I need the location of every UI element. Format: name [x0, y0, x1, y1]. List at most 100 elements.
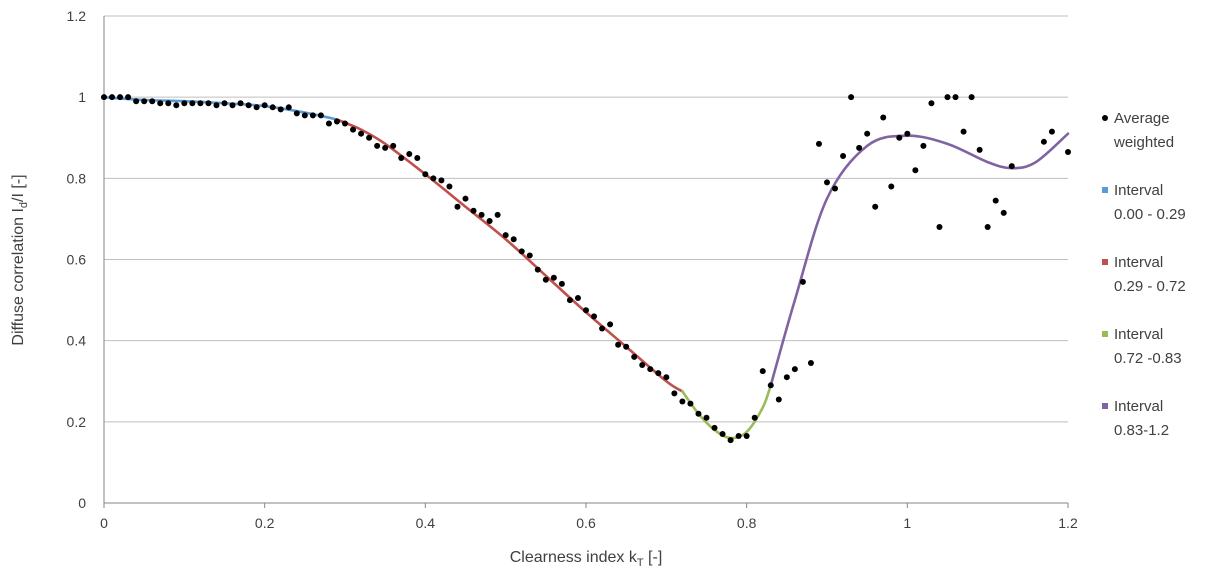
- data-point: [695, 410, 702, 417]
- data-point: [197, 100, 204, 107]
- data-point: [799, 278, 806, 285]
- data-point: [462, 195, 469, 202]
- data-point: [687, 400, 694, 407]
- data-point: [1008, 163, 1015, 170]
- data-point: [446, 183, 453, 190]
- data-point: [205, 100, 212, 107]
- x-tick-label: 0.6: [576, 515, 596, 531]
- data-point: [984, 224, 991, 231]
- y-tick-label: 0.6: [67, 252, 87, 268]
- data-point: [518, 248, 525, 255]
- data-point: [470, 207, 477, 214]
- data-point: [807, 359, 814, 366]
- data-point: [550, 274, 557, 281]
- data-point: [1048, 128, 1055, 135]
- legend-label: weighted: [1113, 134, 1174, 151]
- legend-label: 0.29 - 0.72: [1114, 278, 1186, 295]
- x-tick-label: 0.4: [416, 515, 436, 531]
- data-point: [430, 175, 437, 182]
- data-point: [928, 100, 935, 107]
- data-point: [735, 433, 742, 440]
- data-point: [759, 368, 766, 375]
- data-point: [526, 252, 533, 259]
- axes: [103, 16, 1069, 508]
- data-point: [342, 120, 348, 127]
- data-points: [101, 94, 1071, 444]
- data-point: [478, 211, 485, 218]
- data-point: [398, 155, 405, 162]
- data-point: [615, 341, 622, 348]
- x-tick-label: 0.2: [255, 515, 275, 531]
- data-point: [149, 98, 156, 105]
- x-tick-label: 1.2: [1058, 515, 1078, 531]
- data-point: [109, 94, 116, 101]
- data-point: [454, 203, 461, 210]
- data-point: [944, 94, 951, 101]
- data-point: [382, 144, 389, 151]
- x-tick-labels: 0 0.2 0.4 0.6 0.8 1 1.2: [100, 515, 1078, 531]
- data-point: [655, 370, 662, 377]
- data-point: [293, 110, 300, 117]
- fit-line-4: [769, 132, 1070, 387]
- data-point: [237, 100, 244, 107]
- data-point: [607, 321, 614, 328]
- x-axis-title: Clearness index kT [-]: [510, 549, 663, 569]
- y-axis-title: Diffuse correlation Id/I [-]: [10, 174, 30, 345]
- fit-line-3: [681, 384, 773, 440]
- data-point: [1040, 138, 1047, 145]
- data-point: [880, 114, 887, 121]
- data-point: [960, 128, 967, 135]
- data-point: [992, 197, 999, 204]
- legend-label: 0.83-1.2: [1114, 422, 1169, 439]
- data-point: [639, 362, 646, 369]
- data-point: [848, 94, 855, 101]
- data-point: [494, 211, 501, 218]
- data-point: [976, 146, 983, 153]
- data-point: [141, 98, 148, 105]
- data-point: [904, 130, 911, 137]
- data-point: [510, 236, 517, 243]
- y-tick-label: 0.8: [67, 170, 87, 186]
- data-point: [277, 106, 284, 113]
- data-point: [390, 142, 397, 149]
- data-point: [952, 94, 959, 101]
- legend-label: 0.00 - 0.29: [1114, 206, 1186, 223]
- data-point: [767, 382, 774, 389]
- data-point: [502, 232, 509, 239]
- data-point: [968, 94, 975, 101]
- data-point: [317, 112, 324, 119]
- data-point: [663, 374, 670, 381]
- data-point: [269, 104, 276, 111]
- data-point: [743, 433, 750, 440]
- legend-label: 0.72 -0.83: [1114, 350, 1182, 367]
- data-point: [366, 134, 373, 141]
- legend-marker: [1102, 331, 1108, 337]
- data-point: [534, 266, 541, 273]
- data-point: [872, 203, 879, 210]
- data-point: [221, 100, 228, 107]
- data-point: [583, 307, 589, 314]
- data-point: [558, 280, 565, 287]
- data-point: [920, 142, 927, 149]
- data-point: [888, 183, 895, 190]
- data-point: [574, 295, 581, 302]
- x-tick-label: 1: [903, 515, 911, 531]
- data-point: [824, 179, 830, 186]
- data-point: [261, 102, 268, 109]
- data-point: [751, 414, 758, 421]
- data-point: [229, 102, 236, 109]
- data-point: [647, 366, 654, 373]
- legend-label: Average: [1114, 110, 1170, 127]
- data-point: [406, 150, 413, 157]
- data-point: [711, 424, 718, 431]
- data-point: [864, 130, 871, 137]
- data-point: [422, 171, 429, 178]
- data-point: [350, 126, 357, 133]
- data-point: [542, 276, 549, 283]
- y-tick-label: 0.4: [67, 333, 87, 349]
- legend-label: Interval: [1114, 326, 1163, 343]
- data-point: [181, 100, 188, 107]
- gridlines: [104, 15, 1068, 423]
- y-tick-label: 1.2: [67, 8, 87, 24]
- data-point: [912, 167, 919, 174]
